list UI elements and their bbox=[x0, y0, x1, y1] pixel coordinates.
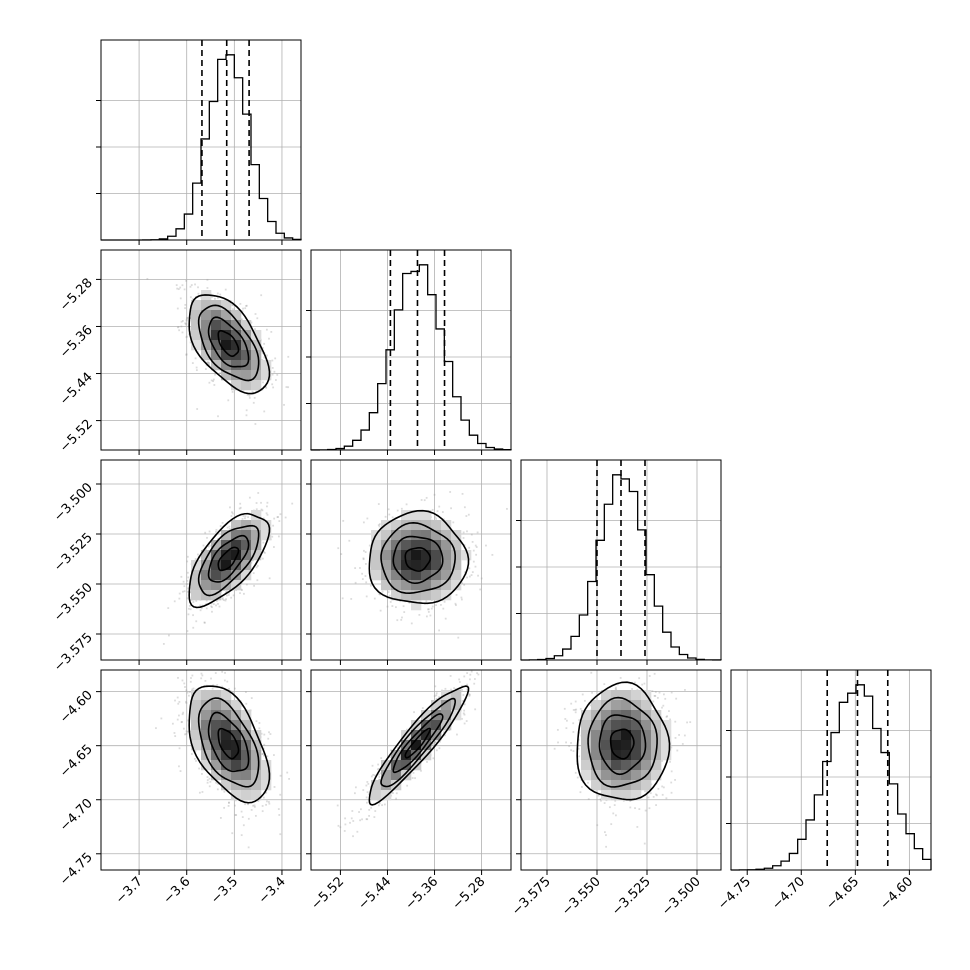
xtick-label-3-1: −4.70 bbox=[769, 874, 808, 913]
panel-3-0-contours bbox=[188, 685, 271, 804]
panel-2-1-contour-0 bbox=[404, 547, 432, 572]
panel-3-0-contour-3 bbox=[188, 685, 271, 804]
xtick-label-2-1: −3.550 bbox=[559, 874, 604, 919]
ytick-label-3-2: −4.65 bbox=[57, 742, 96, 781]
xtick-label-3-0: −4.75 bbox=[715, 874, 754, 913]
ytick-label-1-2: −5.36 bbox=[57, 323, 96, 362]
panel-1-0-contour-3 bbox=[188, 294, 271, 395]
ytick-label-1-1: −5.44 bbox=[57, 370, 96, 409]
xtick-label-1-3: −5.28 bbox=[450, 874, 489, 913]
hist-0-step bbox=[101, 54, 302, 241]
panel-3-2-contents bbox=[553, 670, 692, 848]
panel-2-0-frame bbox=[100, 459, 302, 661]
xtick-label-1-0: −5.52 bbox=[308, 874, 347, 913]
panel-2-1-contour-3 bbox=[368, 509, 470, 605]
panel-1-0-frame bbox=[100, 249, 302, 451]
panel-2-1-contour-1 bbox=[392, 535, 444, 585]
xtick-label-3-3: −4.60 bbox=[877, 874, 916, 913]
panel-2-0-grid bbox=[101, 460, 301, 660]
hist-3-grid bbox=[731, 670, 931, 870]
panel-3-0-frame bbox=[100, 669, 302, 871]
ytick-label-2-0: −3.575 bbox=[51, 630, 96, 675]
panel-3-2-frame bbox=[520, 669, 722, 871]
ytick-label-3-0: −4.75 bbox=[57, 850, 96, 889]
panel-3-0-contour-1 bbox=[207, 711, 250, 773]
xtick-label-1-1: −5.44 bbox=[356, 874, 395, 913]
panel-3-0-density bbox=[191, 690, 272, 801]
panel-2-1-frame bbox=[310, 459, 512, 661]
hist-3-step bbox=[730, 684, 932, 871]
panel-2-0-contours bbox=[188, 512, 271, 609]
xtick-label-3-2: −4.65 bbox=[823, 874, 862, 913]
hist-1-grid bbox=[311, 250, 511, 450]
ytick-label-2-2: −3.525 bbox=[51, 530, 96, 575]
ytick-label-2-1: −3.550 bbox=[51, 580, 96, 625]
panel-1-0-contents bbox=[146, 278, 290, 425]
panel-2-0-density bbox=[191, 510, 272, 601]
panel-2-0-contour-0 bbox=[217, 546, 240, 572]
xtick-label-2-3: −3.500 bbox=[659, 874, 704, 919]
panel-3-2-contour-3 bbox=[576, 681, 671, 801]
panel-3-1-contents bbox=[336, 670, 480, 838]
xtick-label-0-1: −3.6 bbox=[161, 874, 194, 907]
panel-3-1-contour-1 bbox=[392, 713, 444, 774]
panel-1-0-contour-0 bbox=[217, 330, 240, 358]
xtick-label-1-2: −5.36 bbox=[403, 874, 442, 913]
hist-1-frame bbox=[310, 249, 512, 451]
ytick-label-2-3: −3.500 bbox=[51, 480, 96, 525]
panel-3-1-contours bbox=[368, 685, 470, 806]
panel-2-1-contents bbox=[337, 491, 508, 639]
hist-3-frame bbox=[730, 669, 932, 871]
panel-1-0-contours bbox=[188, 294, 271, 395]
panel-3-1-contour-3 bbox=[368, 685, 470, 806]
panel-3-0-contents bbox=[155, 670, 290, 849]
hist-2-step bbox=[520, 474, 722, 661]
panel-2-1-contours bbox=[368, 509, 470, 605]
panel-2-1-grid bbox=[311, 460, 511, 660]
xtick-label-2-2: −3.525 bbox=[609, 874, 654, 919]
panel-3-2-contour-1 bbox=[598, 714, 647, 776]
panel-3-1-contour-2 bbox=[380, 697, 456, 788]
hist-1-step bbox=[310, 264, 512, 451]
ytick-label-3-3: −4.60 bbox=[57, 688, 96, 727]
ytick-label-3-1: −4.70 bbox=[57, 796, 96, 835]
panel-3-1-contour-0 bbox=[404, 727, 432, 759]
panel-3-2-contour-2 bbox=[587, 696, 658, 788]
hist-2-frame bbox=[520, 459, 722, 661]
panel-3-2-contours bbox=[576, 681, 671, 801]
hist-0-frame bbox=[100, 39, 302, 241]
panel-2-1-contour-2 bbox=[380, 521, 456, 594]
ytick-label-1-0: −5.52 bbox=[57, 417, 96, 456]
xtick-label-0-0: −3.7 bbox=[113, 874, 146, 907]
panel-3-0-contour-2 bbox=[197, 697, 260, 788]
panel-2-0-contents bbox=[162, 492, 294, 645]
panel-1-0-contour-2 bbox=[197, 304, 260, 382]
xtick-label-0-2: −3.5 bbox=[208, 874, 241, 907]
panel-3-2-contour-0 bbox=[609, 728, 635, 760]
panel-3-1-frame bbox=[310, 669, 512, 871]
xtick-label-2-0: −3.575 bbox=[509, 874, 554, 919]
panel-1-0-contour-1 bbox=[207, 316, 250, 368]
panel-3-1-density bbox=[371, 690, 462, 801]
xtick-label-0-3: −3.4 bbox=[256, 874, 289, 907]
panel-2-0-contour-3 bbox=[188, 512, 271, 609]
panel-2-0-contour-1 bbox=[207, 534, 250, 583]
panel-2-0-contour-2 bbox=[197, 524, 260, 597]
panel-3-0-contour-0 bbox=[217, 727, 240, 760]
ytick-label-1-3: −5.28 bbox=[57, 276, 96, 315]
